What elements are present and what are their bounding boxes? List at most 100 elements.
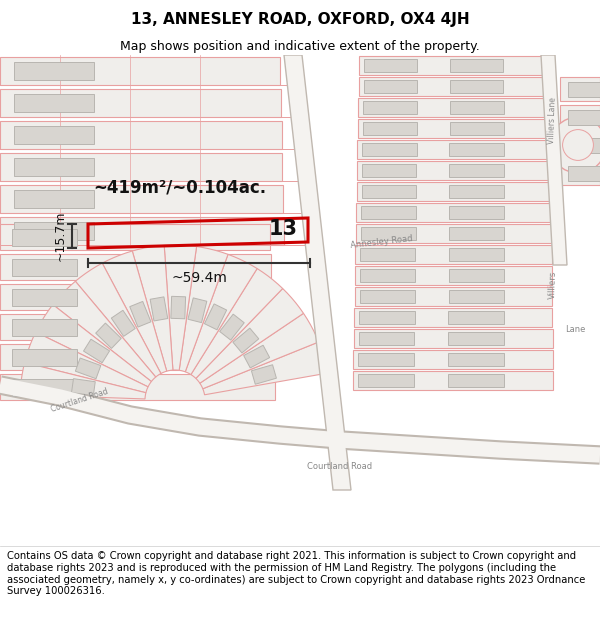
Polygon shape [0, 374, 275, 400]
Text: 13: 13 [269, 219, 298, 239]
Polygon shape [35, 304, 151, 387]
Polygon shape [95, 323, 121, 348]
Polygon shape [0, 121, 281, 149]
Text: Map shows position and indicative extent of the property.: Map shows position and indicative extent… [120, 39, 480, 52]
Polygon shape [0, 284, 272, 310]
Polygon shape [449, 227, 504, 240]
Polygon shape [220, 314, 244, 340]
Polygon shape [568, 138, 600, 153]
Polygon shape [448, 332, 504, 345]
Polygon shape [71, 379, 95, 396]
Text: ~419m²/~0.104ac.: ~419m²/~0.104ac. [94, 178, 266, 196]
Polygon shape [448, 374, 504, 387]
Text: ~59.4m: ~59.4m [171, 271, 227, 285]
Polygon shape [359, 332, 415, 345]
Polygon shape [449, 248, 504, 261]
Polygon shape [12, 319, 77, 336]
Polygon shape [448, 353, 504, 366]
Polygon shape [20, 362, 146, 399]
Polygon shape [560, 77, 600, 101]
Polygon shape [560, 105, 600, 129]
Polygon shape [0, 185, 283, 213]
Polygon shape [358, 374, 414, 387]
Polygon shape [25, 332, 148, 392]
Polygon shape [361, 248, 415, 261]
Text: ~15.7m: ~15.7m [54, 211, 67, 261]
Polygon shape [355, 245, 552, 264]
Polygon shape [541, 55, 567, 265]
Circle shape [563, 129, 593, 161]
Polygon shape [356, 182, 551, 201]
Polygon shape [12, 289, 77, 306]
Polygon shape [185, 254, 257, 374]
Polygon shape [353, 371, 553, 390]
Polygon shape [362, 143, 416, 156]
Polygon shape [449, 101, 503, 114]
Polygon shape [12, 379, 77, 396]
Polygon shape [0, 153, 283, 181]
Polygon shape [448, 311, 504, 324]
Text: Villiers Lane: Villiers Lane [547, 96, 557, 144]
Polygon shape [450, 80, 503, 93]
Polygon shape [12, 259, 77, 276]
Polygon shape [358, 353, 414, 366]
Polygon shape [358, 98, 550, 117]
Polygon shape [76, 358, 101, 379]
Polygon shape [361, 206, 416, 219]
Polygon shape [102, 251, 167, 374]
Circle shape [550, 117, 600, 173]
Polygon shape [14, 222, 94, 240]
Polygon shape [53, 281, 156, 381]
Polygon shape [560, 161, 600, 185]
Polygon shape [0, 224, 270, 250]
Polygon shape [0, 57, 280, 85]
Polygon shape [205, 304, 227, 330]
Polygon shape [356, 224, 551, 243]
Polygon shape [284, 55, 351, 490]
Polygon shape [358, 140, 551, 159]
Polygon shape [0, 314, 273, 340]
Polygon shape [83, 339, 110, 362]
Polygon shape [196, 289, 304, 383]
Text: Lane: Lane [565, 326, 586, 334]
Polygon shape [233, 328, 259, 353]
Polygon shape [362, 185, 416, 198]
Polygon shape [356, 203, 551, 222]
Polygon shape [354, 329, 553, 348]
Polygon shape [359, 311, 415, 324]
Polygon shape [449, 164, 503, 177]
Polygon shape [363, 101, 417, 114]
Polygon shape [203, 342, 328, 395]
Polygon shape [364, 80, 417, 93]
Polygon shape [449, 185, 503, 198]
Polygon shape [449, 290, 504, 303]
Polygon shape [14, 190, 94, 208]
Polygon shape [361, 227, 416, 240]
Polygon shape [359, 290, 415, 303]
Polygon shape [449, 143, 503, 156]
Polygon shape [450, 59, 503, 72]
Polygon shape [360, 269, 415, 282]
Polygon shape [358, 119, 551, 138]
Polygon shape [359, 56, 550, 75]
Polygon shape [0, 344, 274, 370]
Polygon shape [568, 166, 600, 181]
Polygon shape [14, 94, 94, 112]
Polygon shape [171, 296, 185, 319]
Polygon shape [0, 89, 281, 117]
Polygon shape [76, 263, 161, 377]
Polygon shape [355, 266, 552, 285]
Polygon shape [244, 345, 269, 368]
Text: 13, ANNESLEY ROAD, OXFORD, OX4 4JH: 13, ANNESLEY ROAD, OXFORD, OX4 4JH [131, 12, 469, 27]
Polygon shape [150, 297, 168, 321]
Polygon shape [363, 122, 417, 135]
Polygon shape [132, 246, 173, 371]
Polygon shape [449, 122, 503, 135]
Polygon shape [568, 82, 600, 97]
Text: Villiers: Villiers [548, 271, 558, 299]
Polygon shape [164, 245, 197, 370]
Polygon shape [359, 77, 550, 96]
Polygon shape [14, 126, 94, 144]
Text: Contains OS data © Crown copyright and database right 2021. This information is : Contains OS data © Crown copyright and d… [7, 551, 586, 596]
Polygon shape [179, 246, 228, 372]
